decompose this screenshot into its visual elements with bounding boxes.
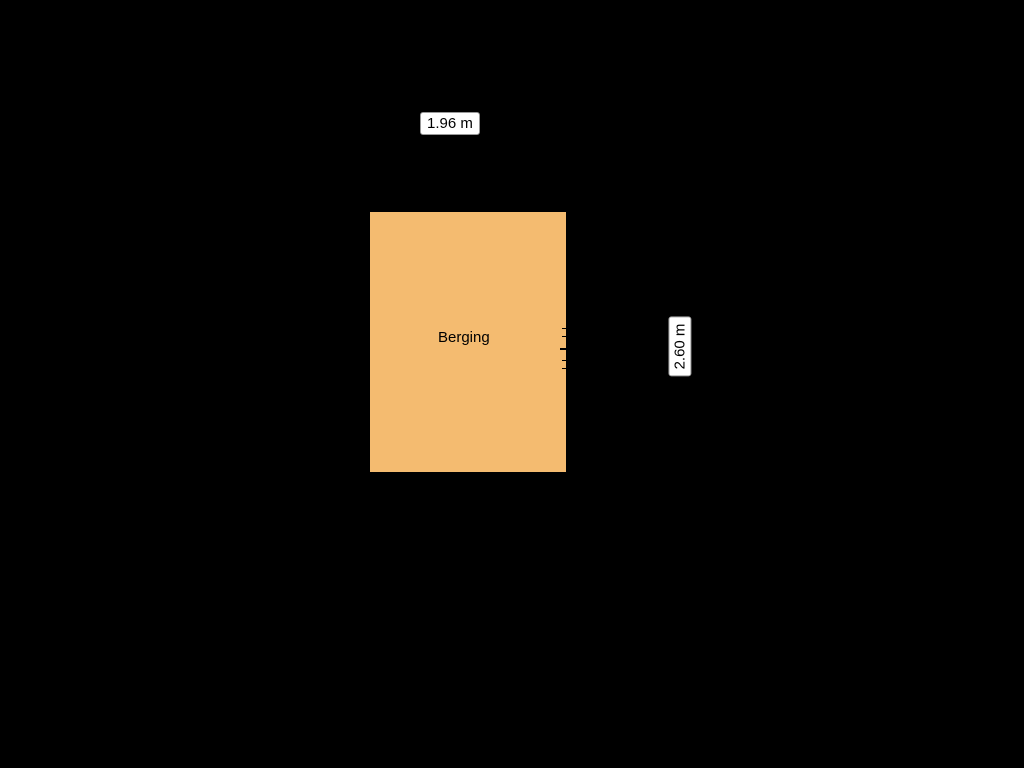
- door-line: [562, 336, 586, 337]
- door-line: [562, 368, 586, 369]
- door-line: [562, 360, 586, 361]
- dim-tick: [484, 121, 488, 123]
- door-line: [560, 348, 594, 350]
- dimension-height-label: 2.60 m: [668, 317, 691, 377]
- floorplan-canvas: Berging 1.96 m 2.60 m: [0, 0, 1024, 768]
- dimension-width-label: 1.96 m: [420, 112, 480, 135]
- door-line: [562, 328, 586, 329]
- room-label: Berging: [438, 329, 490, 346]
- dim-tick: [414, 121, 418, 123]
